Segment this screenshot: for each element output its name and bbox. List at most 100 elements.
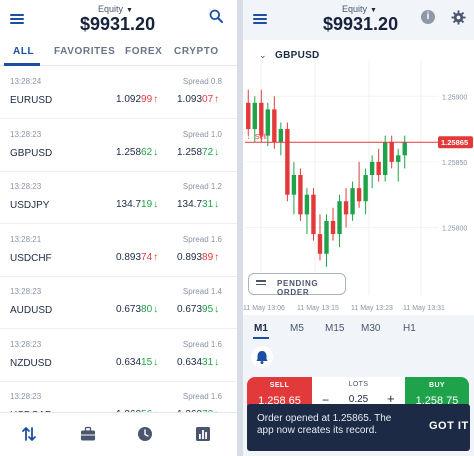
bid-price[interactable]: 1.25862↓ xyxy=(116,147,158,158)
current-price-label: 1.25865 xyxy=(441,138,468,147)
bid-price-main: 1.092 xyxy=(116,94,142,105)
tab-forex[interactable]: FOREX xyxy=(125,46,163,57)
ask-price-pips: 89 xyxy=(202,251,214,263)
timeframe-m1[interactable]: M1 xyxy=(254,323,268,334)
bid-price[interactable]: 0.67380↓ xyxy=(116,304,158,315)
tab-favorites[interactable]: FAVORITES xyxy=(54,46,116,57)
timeframe-m15[interactable]: M15 xyxy=(325,323,345,334)
candle-body xyxy=(343,201,349,215)
instrument-row[interactable]: 13:28:23 Spread 1.4 AUDUSD 0.67380↓ 0.67395↓ xyxy=(0,277,237,329)
spread-label: Spread 1.6 xyxy=(182,234,222,244)
bid-price-main: 0.893 xyxy=(116,251,142,263)
ask-price[interactable]: 0.89389↑ xyxy=(177,252,219,263)
quote-time: 13:28:23 xyxy=(10,287,42,296)
tab-crypto[interactable]: CRYPTO xyxy=(174,46,219,57)
arrow-down-icon: ↓ xyxy=(214,146,220,158)
candle-body xyxy=(259,102,264,136)
bid-price[interactable]: 134.719↓ xyxy=(116,199,158,210)
ask-price[interactable]: 1.25872↓ xyxy=(177,147,219,158)
got-it-button[interactable]: GOT IT xyxy=(429,420,469,432)
pending-order-button[interactable]: PENDING ORDER xyxy=(248,273,346,297)
chart-icon[interactable] xyxy=(195,426,211,442)
lots-value[interactable]: 0.25 xyxy=(348,394,369,405)
arrow-down-icon: ↓ xyxy=(153,146,159,158)
arrow-up-icon: ↑ xyxy=(214,251,220,263)
briefcase-icon[interactable] xyxy=(80,426,96,442)
bid-price-pips: 99 xyxy=(141,94,153,105)
info-icon[interactable]: i xyxy=(421,10,435,24)
equity-label: Equity xyxy=(342,4,368,14)
symbol-name: NZDUSD xyxy=(10,357,52,369)
bid-price[interactable]: 1.09299↑ xyxy=(116,94,158,105)
trade-panel: Equity ▼ $9931.20 i 11 May 13:06 11 May 13… xyxy=(243,0,474,456)
search-icon[interactable] xyxy=(209,9,223,23)
symbol-title[interactable]: GBPUSD xyxy=(275,50,320,61)
ask-price-pips: 72 xyxy=(202,146,214,158)
chevron-down-icon[interactable]: ⌄ xyxy=(259,50,267,60)
caret-down-icon: ▼ xyxy=(126,7,133,14)
clock-icon[interactable] xyxy=(137,426,153,442)
bid-price[interactable]: 0.89374↑ xyxy=(116,252,158,263)
timeframe-m30[interactable]: M30 xyxy=(361,323,381,334)
active-tab-indicator xyxy=(4,63,40,66)
candle-body xyxy=(252,102,257,130)
ask-price[interactable]: 0.63431↓ xyxy=(177,357,219,368)
spread-label: Spread 1.6 xyxy=(182,339,222,349)
ask-price[interactable]: 1.09307↑ xyxy=(177,94,219,105)
pending-order-label: PENDING ORDER xyxy=(277,279,319,297)
price-chart[interactable]: 11 May 13:06 11 May 13:15 11 May 13:23 11 M… xyxy=(243,40,474,315)
candlestick-chart[interactable]: 11 May 13:06 11 May 13:15 11 May 13:23 11 M… xyxy=(243,40,474,315)
instrument-row[interactable]: 13:28:23 Spread 1.0 GBPUSD 1.25862↓ 1.25872↓ xyxy=(0,120,237,172)
timeframe-h1[interactable]: H1 xyxy=(403,323,416,334)
tab-all[interactable]: ALL xyxy=(13,46,35,57)
current-price-badge xyxy=(438,136,473,149)
instrument-row[interactable]: 13:28:21 Spread 1.6 USDCHF 0.89374↑ 0.89389↑ xyxy=(0,225,237,277)
equity-selector[interactable]: Equity ▼ xyxy=(98,4,133,14)
ask-price-main: 1.258 xyxy=(177,146,203,158)
bell-icon[interactable] xyxy=(251,346,273,368)
menu-lines-icon xyxy=(256,280,266,288)
candle-body xyxy=(330,220,336,235)
split-divider xyxy=(237,0,243,456)
arrow-down-icon: ↓ xyxy=(214,199,220,210)
instrument-row[interactable]: 13:28:24 Spread 0.8 EURUSD 1.09299↑ 1.09307↑ xyxy=(0,67,237,119)
swap-icon[interactable] xyxy=(21,426,37,442)
equity-label: Equity xyxy=(98,4,124,14)
quote-time: 13:28:23 xyxy=(10,129,42,139)
equity-selector[interactable]: Equity ▼ xyxy=(342,4,377,14)
menu-icon[interactable] xyxy=(253,14,267,24)
time-tick-label: 11 May 13:23 xyxy=(351,305,393,312)
bid-price[interactable]: 0.63415↓ xyxy=(116,357,158,368)
bottom-nav xyxy=(0,412,237,456)
ask-price-main: 0.893 xyxy=(177,251,203,263)
ask-price-pips: 31 xyxy=(202,199,214,210)
caret-down-icon: ▼ xyxy=(370,7,377,14)
candle-body xyxy=(337,201,342,235)
timeframe-m5[interactable]: M5 xyxy=(290,323,304,334)
snackbar-message: Order opened at 1.25865. The app now cre… xyxy=(257,413,392,436)
spread-label: Spread 1.0 xyxy=(182,129,222,139)
bid-price-main: 134.7 xyxy=(116,199,142,210)
menu-icon[interactable] xyxy=(10,14,24,24)
time-tick-label: 11 May 13:31 xyxy=(403,305,445,312)
equity-value: $9931.20 xyxy=(323,14,399,34)
lots-increase-button[interactable]: + xyxy=(387,391,395,406)
arrow-up-icon: ↑ xyxy=(214,94,220,105)
candle-body xyxy=(396,155,401,162)
ask-price[interactable]: 0.67395↓ xyxy=(177,304,219,315)
candle-body xyxy=(265,109,271,136)
symbol-name: USDJPY xyxy=(10,200,50,211)
price-tick-label: 1.25900 xyxy=(442,94,467,101)
instrument-row[interactable]: 13:28:23 Spread 1.2 USDJPY 134.719↓ 134.731↓ xyxy=(0,172,237,224)
equity-value: $9931.20 xyxy=(80,14,156,34)
candle-body xyxy=(291,175,297,195)
lots-decrease-button[interactable]: − xyxy=(322,393,330,407)
quote-time: 13:28:23 xyxy=(10,339,42,349)
ask-price[interactable]: 134.731↓ xyxy=(177,199,219,210)
markets-panel: Equity ▼ $9931.20 ALL FAVORITES FOREX CRY… xyxy=(0,0,237,456)
candle-body xyxy=(389,142,394,162)
candle-body xyxy=(376,161,381,175)
spread-label: Spread 1.2 xyxy=(182,182,222,191)
gear-icon[interactable] xyxy=(451,10,466,25)
instrument-row[interactable]: 13:28:23 Spread 1.6 NZDUSD 0.63415↓ 0.63431↓ xyxy=(0,330,237,382)
